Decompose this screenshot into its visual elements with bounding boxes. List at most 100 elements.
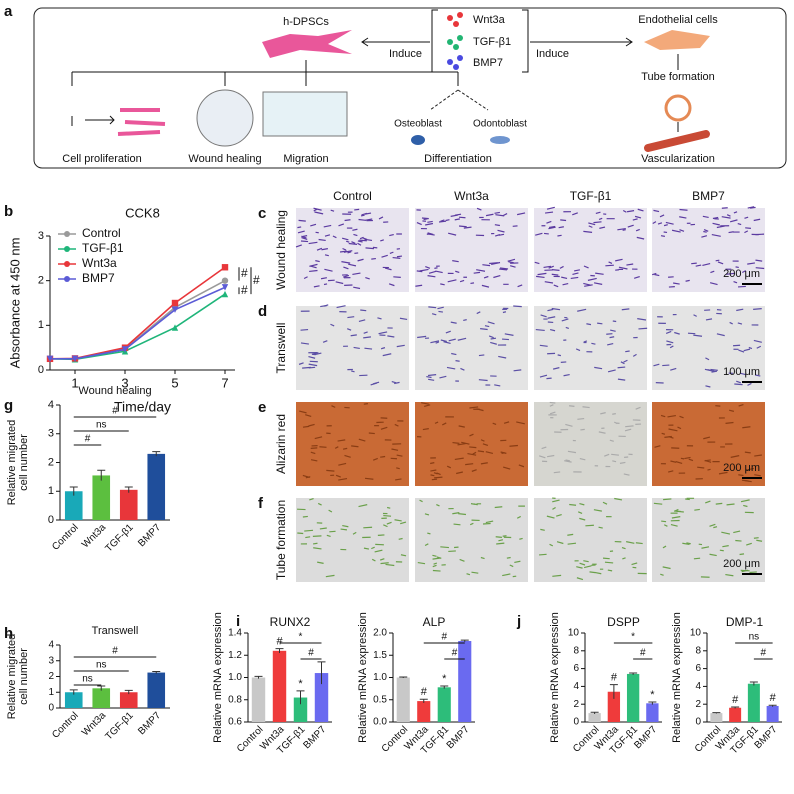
- texture: [653, 209, 660, 213]
- texture: [657, 222, 663, 225]
- texture: [446, 366, 456, 370]
- y-tick-label: 6: [573, 663, 579, 674]
- texture: [490, 337, 497, 340]
- texture: [443, 341, 451, 345]
- texture: [588, 222, 596, 226]
- texture: [305, 414, 312, 418]
- sig-label: #: [241, 283, 248, 297]
- texture: [663, 498, 672, 501]
- texture: [670, 367, 677, 371]
- micrograph: [415, 402, 528, 486]
- texture: [587, 277, 597, 281]
- texture: [729, 321, 733, 325]
- y-tick-label: 10: [568, 628, 580, 639]
- texture: [684, 456, 691, 460]
- sig-label: #: [441, 632, 447, 643]
- texture: [478, 354, 485, 357]
- texture: [471, 469, 477, 472]
- texture: [432, 569, 441, 572]
- y-axis-label: Relative mRNA expression: [212, 612, 224, 743]
- texture: [490, 341, 497, 345]
- texture: [347, 251, 352, 254]
- chart-title: RUNX2: [270, 615, 311, 629]
- texture: [738, 403, 744, 407]
- texture: [536, 275, 545, 279]
- y-tick-label: 1.4: [228, 628, 242, 639]
- texture: [725, 421, 734, 424]
- texture: [583, 265, 589, 269]
- texture: [454, 218, 460, 221]
- texture: [499, 268, 508, 271]
- texture: [351, 241, 356, 244]
- column-header: TGF-β1: [570, 189, 612, 203]
- texture: [582, 406, 590, 409]
- texture: [380, 239, 384, 242]
- x-tick-label: Control: [50, 710, 81, 741]
- texture: [380, 426, 388, 430]
- texture: [614, 497, 623, 501]
- texture: [585, 524, 594, 527]
- texture: [513, 305, 522, 308]
- y-tick-label: 4: [48, 640, 54, 651]
- y-tick-label: 0: [695, 717, 701, 728]
- dot: [453, 44, 459, 50]
- texture: [679, 216, 687, 219]
- texture: [310, 451, 316, 455]
- texture: [335, 474, 341, 478]
- sig-label: ns: [96, 420, 107, 431]
- bar: [458, 641, 472, 722]
- texture: [565, 459, 570, 462]
- texture: [747, 382, 752, 386]
- texture: [485, 213, 494, 217]
- y-tick-label: 0: [48, 703, 54, 714]
- texture: [447, 279, 457, 283]
- texture: [736, 380, 741, 384]
- texture: [567, 533, 574, 536]
- texture: [365, 218, 373, 221]
- chart-title: Wound healing: [78, 385, 151, 397]
- texture: [298, 362, 304, 365]
- y-tick-label: 0.8: [228, 694, 242, 705]
- texture: [338, 462, 347, 466]
- texture: [741, 569, 749, 573]
- texture: [342, 247, 347, 251]
- micrograph: [296, 402, 409, 486]
- texture: [617, 366, 626, 369]
- texture: [436, 503, 440, 507]
- texture: [620, 361, 625, 365]
- error-bar: [97, 685, 106, 691]
- y-tick-label: 2.0: [373, 628, 387, 639]
- micrograph: [534, 402, 647, 486]
- texture: [389, 233, 394, 237]
- texture: [394, 423, 399, 427]
- y-axis-label: Absorbance at 450 nm: [7, 238, 22, 369]
- bar: [119, 692, 138, 708]
- texture: [455, 270, 460, 274]
- texture: [377, 317, 382, 320]
- texture: [428, 378, 435, 381]
- texture: [427, 275, 436, 278]
- texture: [549, 404, 554, 407]
- texture: [626, 263, 634, 266]
- texture: [728, 409, 735, 412]
- panel-a: a h-DPSCs Wnt3a TGF-β1 BMP7 Induce Induc…: [4, 3, 787, 169]
- y-tick-label: 8: [573, 645, 579, 656]
- texture: [373, 381, 380, 385]
- texture: [518, 464, 525, 468]
- panel-a-frame: [33, 7, 787, 169]
- y-tick-label: 8: [695, 645, 701, 656]
- bar: [710, 713, 723, 722]
- texture: [574, 269, 581, 272]
- y-tick-label: 0.0: [373, 717, 387, 728]
- texture: [425, 265, 431, 269]
- texture: [572, 212, 578, 216]
- texture: [371, 546, 375, 550]
- texture: [326, 469, 335, 472]
- texture: [302, 515, 308, 518]
- texture: [440, 546, 450, 549]
- texture: [669, 345, 674, 349]
- texture: [395, 478, 402, 481]
- bar: [607, 691, 621, 722]
- texture: [754, 474, 761, 477]
- texture: [516, 212, 526, 216]
